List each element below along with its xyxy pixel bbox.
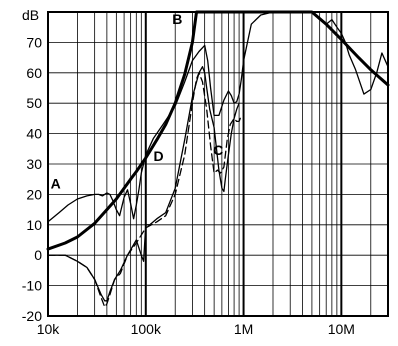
curve-labels: A B C D bbox=[51, 11, 224, 191]
curve-label-a: A bbox=[51, 175, 61, 191]
y-tick-label: 50 bbox=[26, 95, 42, 111]
x-tick-label: 10k bbox=[37, 321, 61, 337]
x-tick-label: 10M bbox=[328, 321, 355, 337]
curve-label-d: D bbox=[153, 148, 163, 164]
curve-label-b: B bbox=[172, 11, 182, 27]
y-axis-tick-labels: -20 -10 0 10 20 30 40 50 60 70 bbox=[22, 34, 42, 324]
series-d-line bbox=[47, 66, 240, 302]
x-tick-label: 100k bbox=[131, 321, 162, 337]
y-tick-label: 20 bbox=[26, 186, 42, 202]
curve-label-c: C bbox=[213, 142, 223, 158]
series-b-line bbox=[46, 10, 390, 251]
y-tick-label: -20 bbox=[22, 308, 42, 324]
grid bbox=[47, 11, 389, 317]
y-tick-label: 70 bbox=[26, 34, 42, 50]
y-tick-label: 40 bbox=[26, 126, 42, 142]
plot-frame bbox=[47, 11, 389, 317]
y-tick-label: -10 bbox=[22, 278, 42, 294]
y-tick-label: 10 bbox=[26, 217, 42, 233]
y-tick-label: 0 bbox=[34, 247, 42, 263]
series-c-line bbox=[47, 72, 243, 308]
y-unit-label: dB bbox=[22, 7, 39, 23]
x-axis-tick-labels: 10k 100k 1M 10M bbox=[37, 321, 355, 337]
series-a-line bbox=[47, 11, 389, 223]
y-tick-label: 30 bbox=[26, 156, 42, 172]
series-group bbox=[46, 10, 390, 308]
y-tick-label: 60 bbox=[26, 65, 42, 81]
x-tick-label: 1M bbox=[234, 321, 253, 337]
